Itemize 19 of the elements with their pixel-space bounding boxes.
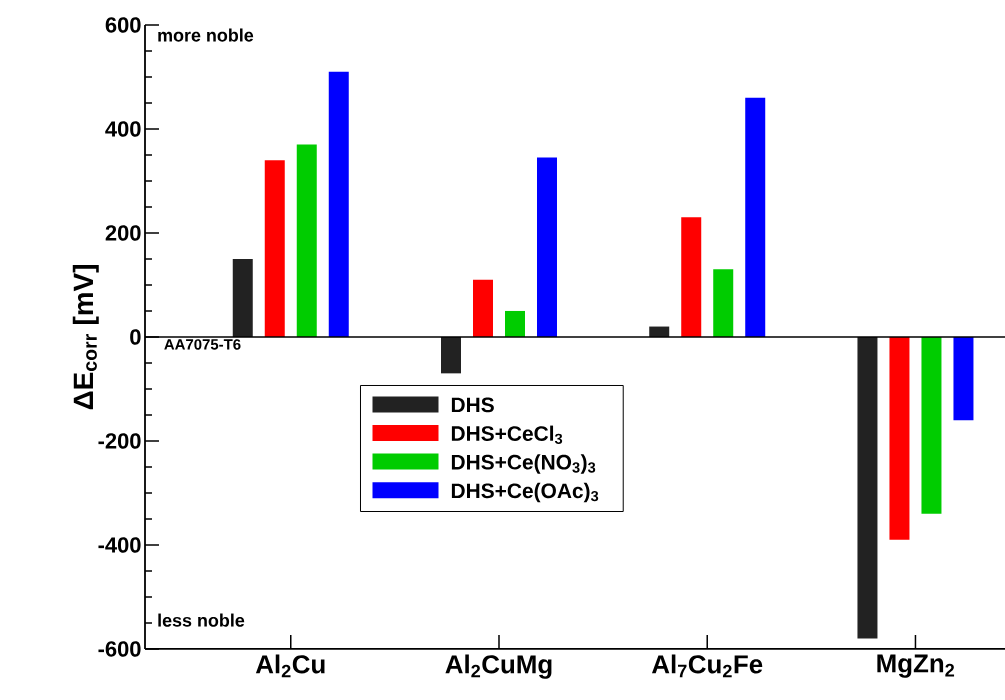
- legend-label: DHS+CeCl$_{3}$: [451, 425, 563, 445]
- annotation: more noble: [158, 28, 254, 42]
- y-tick-label: 600: [105, 17, 141, 33]
- y-tick-label: -400: [98, 537, 141, 553]
- y-tick-label: 400: [105, 121, 141, 137]
- legend-label: DHS+Ce(OAc)$_{3}$: [451, 482, 599, 503]
- x-tick-label: Al$_{7}$Cu$_{2}$Fe: [651, 654, 763, 678]
- x-tick-label: Al$_{2}$CuMg: [445, 654, 552, 679]
- y-axis-title: ΔE$_{corr}$ [mV]: [72, 265, 99, 410]
- legend-label: DHS+Ce(NO$_{3}$)$_{3}$: [451, 454, 596, 474]
- y-tick-label: -600: [98, 641, 141, 657]
- y-tick-label: 0: [130, 329, 141, 345]
- legend-label: DHS: [451, 397, 494, 413]
- x-tick-label: MgZn$_{2}$: [877, 654, 955, 678]
- y-tick-label: 200: [105, 225, 141, 241]
- ref-line-label: AA7075-T6: [164, 339, 241, 350]
- y-tick-label: -200: [98, 433, 141, 449]
- annotation: less noble: [158, 613, 245, 627]
- x-tick-label: Al$_{2}$Cu: [255, 654, 325, 678]
